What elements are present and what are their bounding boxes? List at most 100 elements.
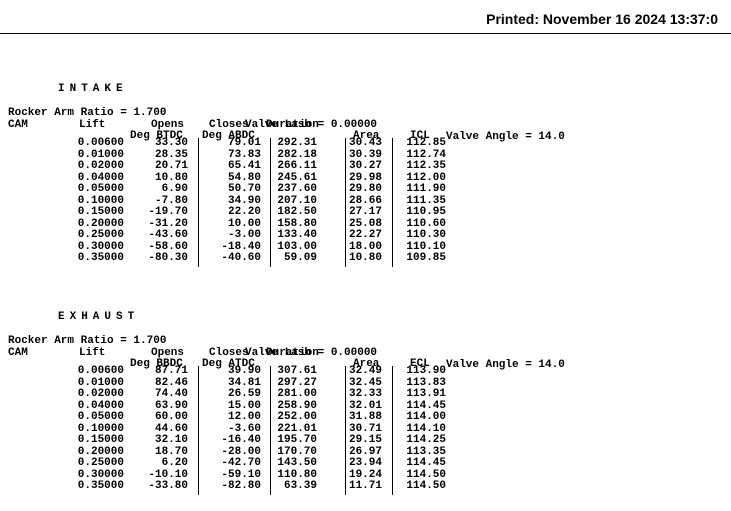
table-cell: 114.25 [406, 434, 446, 446]
table-cell: -18.40 [221, 240, 261, 253]
table-cell: 0.30000 [77, 240, 124, 253]
table-cell: 0.30000 [77, 468, 124, 481]
table-cell: 30.27 [348, 160, 382, 172]
table-cell: 0.25000 [77, 457, 124, 469]
table-cell: 25.08 [348, 217, 382, 230]
printed-timestamp: Printed: November 16 2024 13:37:0 [486, 11, 718, 27]
intake-closes-sub-header: Deg ABDC [202, 130, 255, 142]
table-cell: 34.81 [227, 376, 261, 389]
table-cell: 6.20 [161, 457, 188, 469]
table-cell: 0.00600 [77, 137, 124, 149]
table-cell: 133.40 [277, 229, 317, 241]
table-cell: 32.01 [348, 399, 382, 412]
table-cell: 73.83 [227, 148, 261, 161]
intake-duration-header: Duration [266, 119, 319, 131]
table-cell: -58.60 [148, 240, 188, 253]
table-cell: 0.20000 [77, 217, 124, 230]
table-cell: 0.02000 [77, 388, 124, 400]
exhaust-cam-header: CAM [8, 347, 28, 359]
table-cell: -31.20 [148, 217, 188, 230]
intake-opens-header: Opens [151, 119, 185, 131]
table-cell: 110.95 [406, 206, 446, 218]
intake-closes-header: Closes [209, 119, 249, 131]
exhaust-valve-angle: Valve Angle = 14.0 [446, 359, 565, 371]
table-cell: 0.35000 [77, 252, 124, 264]
table-cell: 63.39 [283, 480, 317, 492]
table-cell: 114.50 [406, 468, 446, 481]
table-cell: 297.27 [277, 376, 317, 389]
table-cell: 112.00 [406, 171, 446, 184]
column-divider [392, 138, 393, 267]
header-rule [0, 33, 731, 34]
table-cell: 30.71 [348, 422, 382, 435]
table-cell: 0.04000 [77, 171, 124, 184]
table-cell: 22.27 [348, 229, 382, 241]
exhaust-params: Rocker Arm Ratio = 1.700 Valve Lash = 0.… [8, 323, 565, 383]
intake-icl-header: ICL [410, 130, 430, 142]
table-cell: 33.30 [154, 137, 188, 149]
table-cell: 0.05000 [77, 411, 124, 423]
table-cell: 10.80 [154, 171, 188, 184]
table-cell: 0.35000 [77, 480, 124, 492]
table-cell: 307.61 [277, 365, 317, 377]
table-cell: 281.00 [277, 388, 317, 400]
table-cell: -7.80 [154, 194, 188, 207]
column-divider [345, 366, 346, 495]
table-cell: 34.90 [227, 194, 261, 207]
table-cell: 6.90 [161, 183, 188, 195]
table-cell: 0.05000 [77, 183, 124, 195]
intake-closes-column: 79.01 73.83 65.41 54.80 50.70 34.90 22.20 10.00… [181, 137, 261, 265]
table-cell: 114.45 [406, 457, 446, 469]
table-cell: 258.90 [277, 399, 317, 412]
table-cell: 27.17 [348, 206, 382, 218]
table-cell: 18.00 [348, 240, 382, 253]
intake-params: Rocker Arm Ratio = 1.700 Valve Lash = 0.… [8, 95, 565, 155]
exhaust-valve-lash: Valve Lash = 0.00000 [245, 347, 378, 359]
table-cell: 112.35 [406, 160, 446, 172]
table-cell: -42.70 [221, 457, 261, 469]
table-cell: 29.15 [348, 434, 382, 446]
table-cell: 111.35 [406, 194, 446, 207]
table-cell: 59.09 [283, 252, 317, 264]
exhaust-closes-sub-header: Deg ATDC [202, 358, 255, 370]
intake-section: INTAKE Rocker Arm Ratio = 1.700 Valve La… [8, 83, 708, 283]
intake-lift-header: Lift [79, 119, 106, 131]
table-cell: 79.01 [227, 137, 261, 149]
table-cell: 20.71 [154, 160, 188, 172]
exhaust-cl-column: 113.90 113.83 113.91 114.45 114.00 114.10 114.… [366, 365, 446, 493]
intake-valve-angle: Valve Angle = 14.0 [446, 131, 565, 143]
table-cell: -16.40 [221, 434, 261, 446]
intake-rocker-ratio: Rocker Arm Ratio = 1.700 [8, 107, 167, 119]
table-cell: 103.00 [277, 240, 317, 253]
table-cell: -43.60 [148, 229, 188, 241]
table-cell: -3.00 [227, 229, 261, 241]
exhaust-duration-header: Duration [266, 347, 319, 359]
table-cell: 10.80 [348, 252, 382, 264]
table-cell: -19.70 [148, 206, 188, 218]
table-cell: 112.74 [406, 148, 446, 161]
table-cell: 109.85 [406, 252, 446, 264]
table-cell: 32.49 [348, 365, 382, 377]
table-cell: 19.24 [348, 468, 382, 481]
table-cell: 0.02000 [77, 160, 124, 172]
table-cell: 0.04000 [77, 399, 124, 412]
table-cell: 26.97 [348, 445, 382, 458]
table-cell: 111.90 [406, 183, 446, 195]
table-cell: 23.94 [348, 457, 382, 469]
table-cell: 113.83 [406, 376, 446, 389]
table-cell: 252.00 [277, 411, 317, 423]
table-cell: 170.70 [277, 445, 317, 458]
table-cell: 158.80 [277, 217, 317, 230]
table-cell: 112.85 [406, 137, 446, 149]
intake-area-column: 30.43 30.39 30.27 29.98 29.80 28.66 27.17 25.08… [302, 137, 382, 265]
exhaust-rocker-ratio: Rocker Arm Ratio = 1.700 [8, 335, 167, 347]
table-cell: 0.15000 [77, 434, 124, 446]
table-cell: 29.98 [348, 171, 382, 184]
column-divider [270, 138, 271, 267]
table-cell: 12.00 [227, 411, 261, 423]
table-cell: 195.70 [277, 434, 317, 446]
exhaust-section: EXHAUST Rocker Arm Ratio = 1.700 Valve L… [8, 311, 708, 511]
table-cell: 65.41 [227, 160, 261, 172]
table-cell: 0.25000 [77, 229, 124, 241]
exhaust-area-header: Area [353, 358, 380, 370]
